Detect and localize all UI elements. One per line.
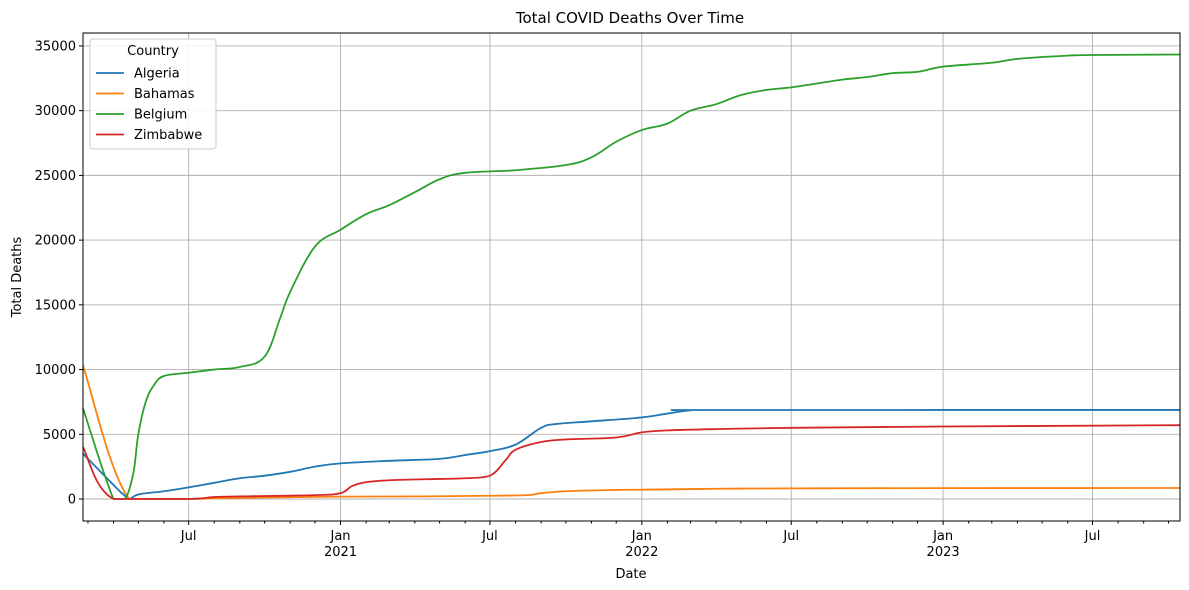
y-tick-label: 35000 bbox=[35, 39, 76, 54]
legend-label-bahamas: Bahamas bbox=[134, 87, 195, 102]
legend-box bbox=[89, 38, 217, 150]
legend: Country Algeria Bahamas Belgium Zimbabwe bbox=[89, 38, 217, 150]
x-tick-label: Jul bbox=[481, 529, 498, 544]
y-tick-label: 0 bbox=[68, 492, 76, 507]
x-tick-label: Jan bbox=[932, 529, 953, 544]
y-tick-label: 5000 bbox=[43, 428, 76, 443]
y-tick-label: 15000 bbox=[35, 298, 76, 313]
y-axis-label: Total Deaths bbox=[10, 236, 25, 318]
legend-label-zimbabwe: Zimbabwe bbox=[134, 128, 202, 143]
y-tick-label: 20000 bbox=[35, 234, 76, 249]
y-tick-label: 30000 bbox=[35, 104, 76, 119]
chart-title: Total COVID Deaths Over Time bbox=[515, 9, 744, 27]
x-tick-year-label: 2021 bbox=[324, 545, 357, 560]
y-tick-label: 25000 bbox=[35, 169, 76, 184]
y-axis-ticks: 0 5000 10000 15000 20000 25000 30000 35000 bbox=[35, 39, 83, 507]
series-line-zimbabwe bbox=[82, 424, 1181, 500]
legend-title: Country bbox=[127, 44, 179, 59]
legend-label-belgium: Belgium bbox=[134, 108, 187, 123]
x-tick-year-label: 2022 bbox=[625, 545, 658, 560]
x-tick-label: Jul bbox=[782, 529, 799, 544]
y-tick-label: 10000 bbox=[35, 363, 76, 378]
x-tick-label: Jan bbox=[631, 529, 652, 544]
legend-items: Algeria Bahamas Belgium Zimbabwe bbox=[96, 67, 202, 143]
x-tick-label: Jul bbox=[1084, 529, 1101, 544]
series-lines bbox=[82, 53, 1181, 500]
legend-label-algeria: Algeria bbox=[134, 67, 180, 82]
series-line-algeria bbox=[82, 409, 1181, 500]
x-tick-label: Jan bbox=[330, 529, 351, 544]
series-line-belgium bbox=[82, 53, 1181, 500]
x-tick-year-label: 2023 bbox=[927, 545, 960, 560]
plot-frame bbox=[82, 32, 1181, 522]
x-axis-label: Date bbox=[615, 567, 646, 582]
x-tick-label: Jul bbox=[180, 529, 197, 544]
